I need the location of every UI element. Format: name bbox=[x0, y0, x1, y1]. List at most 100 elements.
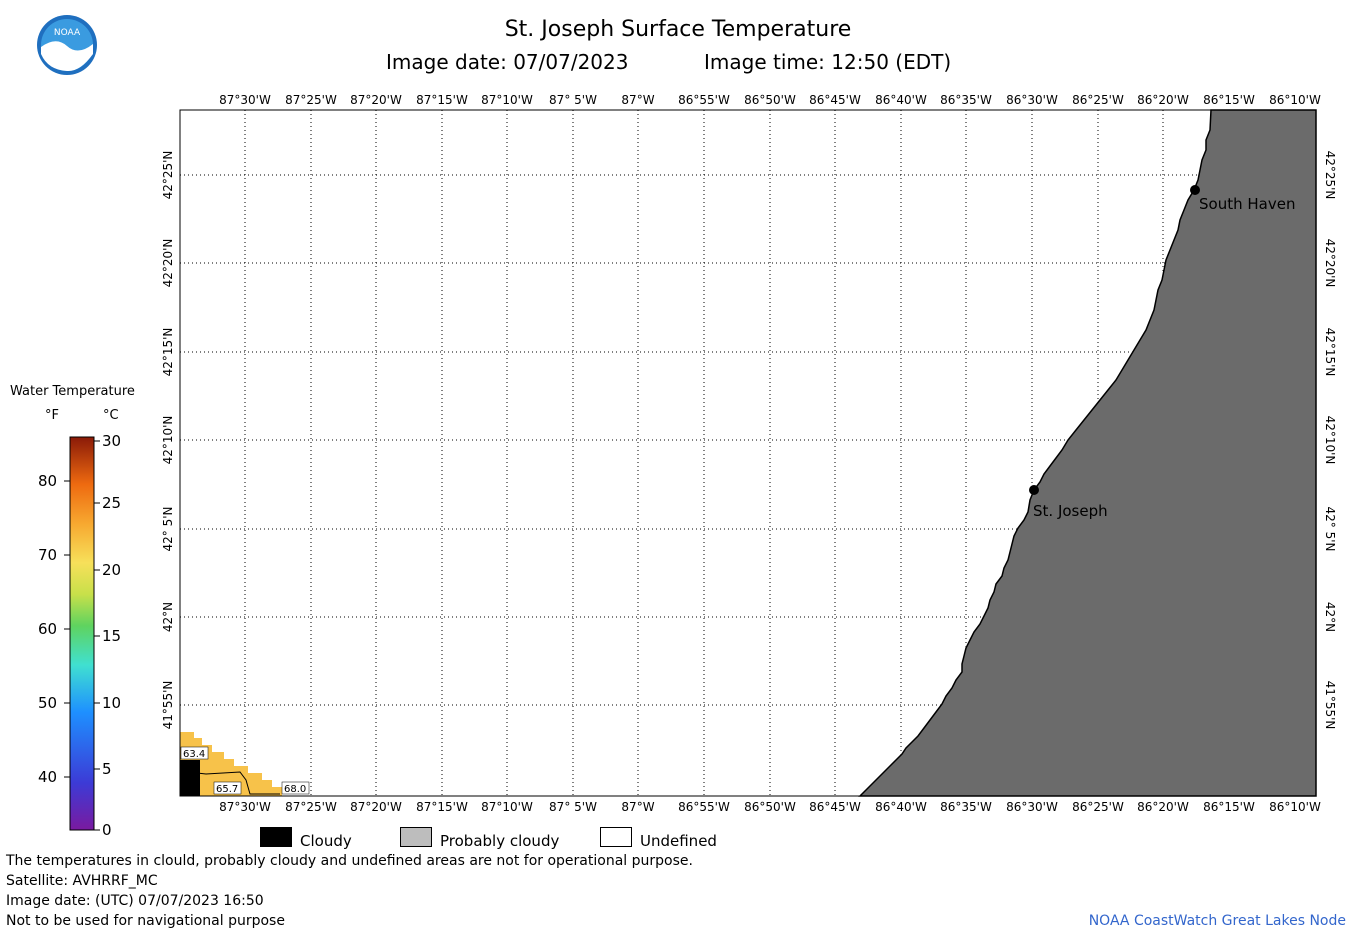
lon-label-top: 86°15'W bbox=[1203, 93, 1255, 107]
tick-c-label: 0 bbox=[102, 821, 112, 839]
sst-tag-1: 63.4 bbox=[183, 749, 205, 760]
lon-label-bottom: 87°W bbox=[621, 800, 654, 814]
lon-label-bottom: 87°15'W bbox=[416, 800, 468, 814]
lon-label-top: 86°55'W bbox=[678, 93, 730, 107]
lon-label-bottom: 87°20'W bbox=[350, 800, 402, 814]
image-date: Image date: 07/07/2023 bbox=[386, 50, 629, 74]
lat-label-left: 42° 5'N bbox=[161, 507, 175, 552]
cloudy-label: Cloudy bbox=[300, 832, 352, 850]
cloudy-swatch bbox=[260, 827, 292, 847]
cloud-pixels bbox=[180, 760, 200, 796]
tick-f-label: 50 bbox=[38, 694, 58, 712]
sst-tag-box-3 bbox=[281, 781, 310, 795]
tick-f-label: 80 bbox=[38, 472, 58, 490]
lon-label-top: 87°25'W bbox=[285, 93, 337, 107]
noaa-logo-icon: NOAA bbox=[37, 15, 97, 75]
lon-label-top: 87°15'W bbox=[416, 93, 468, 107]
footer-disclaimer: Not to be used for navigational purpose bbox=[6, 913, 285, 929]
lat-label-left: 42°25'N bbox=[161, 151, 175, 200]
lon-label-top: 86°45'W bbox=[809, 93, 861, 107]
lon-label-top: 86°30'W bbox=[1006, 93, 1058, 107]
lon-label-top: 87° 5'W bbox=[549, 93, 597, 107]
lon-label-bottom: 86°45'W bbox=[809, 800, 861, 814]
lon-label-top: 86°10'W bbox=[1269, 93, 1321, 107]
city-label-south-haven: South Haven bbox=[1199, 195, 1295, 213]
lon-label-top: 87°W bbox=[621, 93, 654, 107]
footer-note: The temperatures in clould, probably clo… bbox=[6, 853, 693, 869]
lat-labels-right: 42°25'N 42°20'N 42°15'N 42°10'N 42° 5'N 42°N 4… bbox=[1323, 151, 1337, 730]
lon-label-bottom: 86°30'W bbox=[1006, 800, 1058, 814]
isotherm-line bbox=[183, 759, 280, 795]
lon-label-top: 86°50'W bbox=[744, 93, 796, 107]
lon-label-bottom: 86°25'W bbox=[1072, 800, 1124, 814]
lat-label-right: 42°N bbox=[1323, 602, 1337, 632]
lat-label-left: 42°10'N bbox=[161, 416, 175, 465]
undefined-swatch bbox=[600, 827, 632, 847]
lat-label-left: 42°15'N bbox=[161, 328, 175, 377]
tick-c-label: 15 bbox=[102, 627, 122, 645]
lat-label-right: 42°20'N bbox=[1323, 239, 1337, 288]
unit-fahrenheit: °F bbox=[45, 408, 59, 423]
unit-celsius: °C bbox=[103, 408, 119, 423]
lon-label-bottom: 86°50'W bbox=[744, 800, 796, 814]
lon-label-bottom: 86°40'W bbox=[875, 800, 927, 814]
map-title: St. Joseph Surface Temperature bbox=[504, 17, 852, 42]
lat-label-left: 41°55'N bbox=[161, 681, 175, 730]
footer-utc-date: Image date: (UTC) 07/07/2023 16:50 bbox=[6, 893, 264, 909]
sst-tag-box-2 bbox=[213, 781, 242, 795]
sst-tag-2: 65.7 bbox=[216, 784, 238, 795]
lon-label-top: 86°35'W bbox=[940, 93, 992, 107]
lon-label-bottom: 86°35'W bbox=[940, 800, 992, 814]
lon-label-top: 86°40'W bbox=[875, 93, 927, 107]
footer-satellite: Satellite: AVHRRF_MC bbox=[6, 873, 158, 889]
lon-label-bottom: 86°20'W bbox=[1137, 800, 1189, 814]
lon-label-bottom: 87°25'W bbox=[285, 800, 337, 814]
lon-labels-bottom: 87°30'W 87°25'W 87°20'W 87°15'W 87°10'W 87° 5… bbox=[219, 800, 1321, 814]
color-bar bbox=[69, 436, 95, 831]
tick-f-label: 60 bbox=[38, 620, 58, 638]
lon-label-top: 87°20'W bbox=[350, 93, 402, 107]
lon-label-bottom: 86°15'W bbox=[1203, 800, 1255, 814]
lat-label-right: 42°10'N bbox=[1323, 416, 1337, 465]
color-bar-ticks bbox=[64, 440, 100, 831]
city-marker-st-joseph bbox=[1029, 485, 1039, 495]
probably-cloudy-swatch bbox=[400, 827, 432, 847]
lon-label-top: 86°20'W bbox=[1137, 93, 1189, 107]
lon-label-bottom: 87°30'W bbox=[219, 800, 271, 814]
lat-label-right: 42° 5'N bbox=[1323, 507, 1337, 552]
land-area bbox=[858, 109, 1317, 797]
lon-label-bottom: 86°55'W bbox=[678, 800, 730, 814]
undefined-label: Undefined bbox=[640, 832, 717, 850]
tick-c-label: 5 bbox=[102, 760, 112, 778]
graticule-grid bbox=[180, 110, 1316, 796]
footer-credit: NOAA CoastWatch Great Lakes Node bbox=[1088, 913, 1346, 929]
tick-f-label: 70 bbox=[38, 546, 58, 564]
lon-label-bottom: 86°10'W bbox=[1269, 800, 1321, 814]
sst-tag-3: 68.0 bbox=[284, 784, 306, 795]
lat-label-left: 42°20'N bbox=[161, 239, 175, 288]
lat-label-right: 42°25'N bbox=[1323, 151, 1337, 200]
tick-c-label: 10 bbox=[102, 694, 122, 712]
tick-c-label: 30 bbox=[102, 432, 122, 450]
sst-tag-box-1 bbox=[180, 746, 209, 760]
lon-labels-top: 87°30'W 87°25'W 87°20'W 87°15'W 87°10'W 87° 5… bbox=[219, 93, 1321, 107]
city-marker-south-haven bbox=[1190, 185, 1200, 195]
probably-cloudy-label: Probably cloudy bbox=[440, 832, 560, 850]
city-label-st-joseph: St. Joseph bbox=[1033, 502, 1108, 520]
logo-text: NOAA bbox=[54, 28, 81, 38]
lat-label-right: 42°15'N bbox=[1323, 328, 1337, 377]
lon-label-bottom: 87° 5'W bbox=[549, 800, 597, 814]
lon-label-top: 87°30'W bbox=[219, 93, 271, 107]
image-time: Image time: 12:50 (EDT) bbox=[704, 50, 952, 74]
tick-f-label: 40 bbox=[38, 768, 58, 786]
lon-label-top: 87°10'W bbox=[481, 93, 533, 107]
map-frame bbox=[179, 109, 1317, 797]
lat-label-left: 42°N bbox=[161, 602, 175, 632]
lat-labels-left: 42°25'N 42°20'N 42°15'N 42°10'N 42° 5'N 42°N 4… bbox=[161, 151, 175, 730]
lon-label-bottom: 87°10'W bbox=[481, 800, 533, 814]
tick-c-label: 20 bbox=[102, 561, 122, 579]
lat-label-right: 41°55'N bbox=[1323, 681, 1337, 730]
legend-title: Water Temperature bbox=[10, 384, 135, 399]
lon-label-top: 86°25'W bbox=[1072, 93, 1124, 107]
